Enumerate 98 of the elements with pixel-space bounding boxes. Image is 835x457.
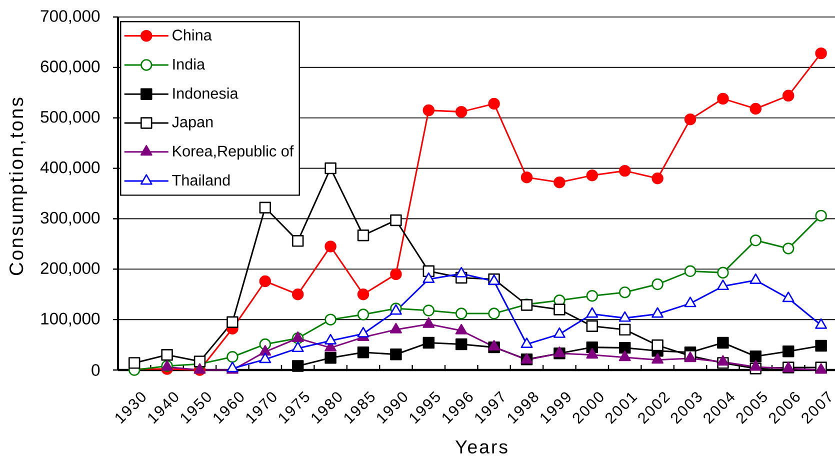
point bbox=[554, 304, 566, 316]
point bbox=[652, 353, 664, 364]
point bbox=[455, 266, 468, 278]
legend-label: Japan bbox=[172, 116, 213, 130]
point bbox=[815, 318, 828, 329]
point bbox=[390, 268, 402, 280]
point bbox=[292, 331, 304, 342]
point bbox=[324, 314, 336, 326]
point bbox=[390, 348, 402, 360]
point bbox=[488, 340, 500, 351]
y-tick-label: 500,000 bbox=[40, 110, 100, 125]
point bbox=[684, 296, 696, 308]
point bbox=[750, 234, 762, 246]
point bbox=[586, 169, 598, 182]
point bbox=[422, 336, 435, 349]
point bbox=[390, 214, 402, 226]
point bbox=[750, 102, 762, 115]
point bbox=[652, 278, 664, 290]
point bbox=[226, 316, 238, 328]
point bbox=[324, 334, 337, 344]
y-tick-label: 100,000 bbox=[41, 312, 100, 326]
legend-label: Thailand bbox=[172, 174, 230, 186]
point bbox=[553, 327, 566, 338]
point bbox=[455, 106, 468, 118]
point bbox=[618, 324, 631, 336]
point bbox=[324, 352, 336, 364]
point bbox=[488, 308, 500, 320]
point bbox=[455, 324, 468, 334]
point bbox=[618, 311, 631, 322]
point bbox=[259, 352, 272, 364]
point bbox=[520, 337, 533, 348]
point bbox=[357, 346, 370, 358]
point bbox=[684, 265, 696, 278]
point bbox=[259, 202, 272, 214]
point bbox=[716, 355, 729, 366]
point bbox=[357, 308, 370, 320]
point bbox=[586, 348, 598, 359]
point bbox=[782, 242, 794, 254]
point bbox=[618, 164, 631, 177]
point bbox=[750, 273, 762, 284]
point bbox=[618, 350, 631, 362]
x-axis-title: Years bbox=[455, 440, 508, 454]
point bbox=[554, 176, 566, 188]
point bbox=[194, 356, 206, 368]
legend-label: China bbox=[172, 29, 212, 41]
point bbox=[128, 357, 140, 369]
point bbox=[782, 345, 794, 358]
point bbox=[292, 235, 304, 247]
point bbox=[390, 322, 402, 334]
point bbox=[586, 307, 598, 318]
point bbox=[782, 90, 794, 102]
point bbox=[717, 92, 729, 105]
point bbox=[652, 339, 664, 352]
point bbox=[815, 340, 827, 352]
y-tick-label: 300,000 bbox=[40, 212, 100, 226]
point bbox=[586, 320, 598, 332]
point bbox=[717, 336, 729, 349]
point bbox=[292, 342, 304, 352]
point bbox=[586, 290, 598, 302]
legend-label: Indonesia bbox=[173, 88, 238, 99]
point bbox=[324, 240, 336, 252]
point bbox=[652, 307, 664, 318]
point bbox=[422, 104, 435, 116]
point bbox=[357, 229, 370, 242]
y-tick-label: 0 bbox=[92, 364, 100, 376]
point bbox=[455, 308, 468, 320]
point bbox=[324, 162, 336, 174]
point bbox=[815, 210, 827, 222]
y-tick-label: 400,000 bbox=[40, 161, 100, 176]
point bbox=[292, 288, 304, 300]
point bbox=[618, 342, 631, 354]
point bbox=[161, 349, 173, 361]
point bbox=[259, 275, 272, 288]
y-tick-label: 700,000 bbox=[40, 10, 100, 24]
point bbox=[357, 288, 370, 300]
point bbox=[750, 350, 762, 362]
y-axis-title: Consumption,tons bbox=[8, 98, 28, 276]
point bbox=[652, 172, 664, 184]
point bbox=[292, 360, 304, 372]
legend-label: India bbox=[173, 58, 206, 70]
point bbox=[357, 326, 370, 338]
y-tick-label: 200,000 bbox=[40, 262, 100, 276]
point bbox=[422, 317, 435, 328]
point bbox=[422, 272, 435, 283]
point bbox=[750, 360, 762, 371]
point bbox=[226, 351, 238, 363]
point bbox=[782, 292, 794, 302]
point bbox=[618, 286, 631, 298]
point bbox=[716, 279, 729, 290]
point bbox=[422, 304, 435, 316]
point bbox=[455, 338, 468, 350]
legend-label: Korea,Republic of bbox=[173, 145, 294, 160]
point bbox=[815, 47, 827, 60]
point bbox=[488, 98, 500, 110]
y-tick-label: 600,000 bbox=[40, 60, 100, 74]
point bbox=[684, 114, 696, 126]
point bbox=[717, 266, 729, 279]
point bbox=[520, 172, 533, 184]
